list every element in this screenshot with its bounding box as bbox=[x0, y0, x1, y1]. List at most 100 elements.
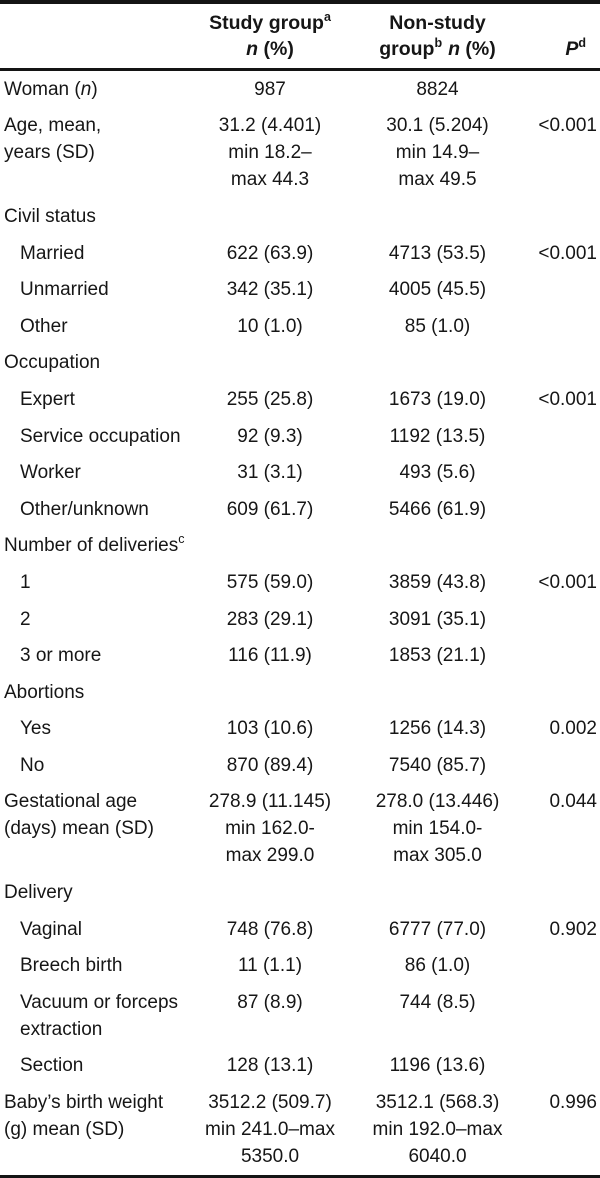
cell-line: 255 (25.8) bbox=[226, 388, 314, 410]
cell-line: 0.996 bbox=[549, 1092, 597, 1114]
cell-line: 7540 (85.7) bbox=[388, 754, 487, 776]
nonstudy-group-cell: 86 (1.0) bbox=[350, 947, 525, 984]
study-group-cell: 342 (35.1) bbox=[190, 271, 350, 308]
label-text: extraction bbox=[20, 1018, 103, 1040]
cell-line: 278.9 (11.145) bbox=[208, 791, 332, 813]
nonstudy-group-cell: 1196 (13.6) bbox=[350, 1048, 525, 1085]
label-text: 2 bbox=[20, 608, 31, 630]
cell-line: <0.001 bbox=[538, 115, 597, 137]
label-text: Married bbox=[20, 242, 85, 264]
cell-line: 4005 (45.5) bbox=[388, 279, 487, 301]
cell-line: 8824 bbox=[416, 78, 459, 100]
row-label-cell: 1 bbox=[0, 564, 190, 601]
study-group-cell: 116 (11.9) bbox=[190, 637, 350, 674]
p-value-cell: 0.902 bbox=[525, 911, 600, 948]
section-label-cell: Occupation bbox=[0, 345, 600, 382]
superscript: c bbox=[178, 532, 185, 546]
table-header: Study groupa n (%) Non-study groupb n (%) P… bbox=[0, 2, 600, 71]
section-row: Delivery bbox=[0, 874, 600, 911]
cell-line: 85 (1.0) bbox=[404, 315, 471, 337]
column-header-p-value: Pd bbox=[525, 2, 600, 71]
cell-line: min 162.0- bbox=[225, 818, 315, 840]
p-value-cell: <0.001 bbox=[525, 235, 600, 272]
row-label-cell: Other/unknown bbox=[0, 491, 190, 528]
table-row: Other/unknown 609 (61.7) 5466 (61.9) bbox=[0, 491, 600, 528]
label-text: Section bbox=[20, 1055, 84, 1077]
cell-line: 1853 (21.1) bbox=[388, 645, 487, 667]
study-group-cell: 870 (89.4) bbox=[190, 747, 350, 784]
cell-line: 31 (3.1) bbox=[237, 462, 303, 484]
p-value-cell: 0.002 bbox=[525, 711, 600, 748]
cell-line: 3512.2 (509.7) bbox=[208, 1092, 332, 1114]
cell-line: 870 (89.4) bbox=[226, 754, 314, 776]
study-group-cell: 748 (76.8) bbox=[190, 911, 350, 948]
study-group-cell: 92 (9.3) bbox=[190, 418, 350, 455]
column-header-study-group: Study groupa n (%) bbox=[190, 2, 350, 71]
cell-line: 92 (9.3) bbox=[237, 425, 303, 447]
row-label-cell: 2 bbox=[0, 601, 190, 638]
table-row: Worker 31 (3.1) 493 (5.6) bbox=[0, 454, 600, 491]
row-label-cell: Service occupation bbox=[0, 418, 190, 455]
nonstudy-group-cell: 3859 (43.8) bbox=[350, 564, 525, 601]
row-label-cell: No bbox=[0, 747, 190, 784]
p-value-cell bbox=[525, 947, 600, 984]
label-text: Delivery bbox=[4, 882, 73, 904]
cell-line: 342 (35.1) bbox=[226, 279, 314, 301]
row-label-cell: Vaginal bbox=[0, 911, 190, 948]
cell-line: 87 (8.9) bbox=[237, 991, 303, 1013]
p-value-cell bbox=[525, 418, 600, 455]
row-label-cell: Expert bbox=[0, 381, 190, 418]
study-group-cell: 3512.2 (509.7) min 241.0–max 5350.0 bbox=[190, 1084, 350, 1176]
table-row: Baby’s birth weight (g) mean (SD) 3512.2 (… bbox=[0, 1084, 600, 1176]
table-row: No 870 (89.4) 7540 (85.7) bbox=[0, 747, 600, 784]
section-label-cell: Abortions bbox=[0, 674, 600, 711]
p-value-cell bbox=[525, 747, 600, 784]
section-row: Civil status bbox=[0, 198, 600, 235]
label-text: Breech birth bbox=[20, 955, 123, 977]
cell-line: 103 (10.6) bbox=[226, 718, 314, 740]
label-text: Service occupation bbox=[20, 425, 181, 447]
study-group-cell: 622 (63.9) bbox=[190, 235, 350, 272]
cell-line: 278.0 (13.446) bbox=[375, 791, 500, 813]
cell-line: 86 (1.0) bbox=[404, 955, 471, 977]
p-value-cell: <0.001 bbox=[525, 381, 600, 418]
nonstudy-group-cell: 744 (8.5) bbox=[350, 984, 525, 1048]
cell-line: 1256 (14.3) bbox=[388, 718, 487, 740]
p-value-cell: 0.996 bbox=[525, 1084, 600, 1176]
section-label-cell: Delivery bbox=[0, 874, 600, 911]
label-text: Other/unknown bbox=[20, 498, 149, 520]
cell-line: 5466 (61.9) bbox=[388, 498, 487, 520]
label-text: Expert bbox=[20, 388, 75, 410]
nonstudy-group-cell: 6777 (77.0) bbox=[350, 911, 525, 948]
label-text: (days) mean (SD) bbox=[4, 818, 154, 840]
label-text: Number of deliveries bbox=[4, 535, 179, 557]
cell-line: 1196 (13.6) bbox=[389, 1055, 486, 1077]
label-text: Age, mean, bbox=[4, 115, 102, 137]
cell-line: 116 (11.9) bbox=[228, 645, 312, 667]
p-value-cell bbox=[525, 984, 600, 1048]
header-nonstudy-pct: (%) bbox=[460, 38, 496, 60]
italic-text: n bbox=[80, 78, 92, 100]
column-header-nonstudy-group: Non-study groupb n (%) bbox=[350, 2, 525, 71]
study-group-cell: 283 (29.1) bbox=[190, 601, 350, 638]
cell-line: 1673 (19.0) bbox=[388, 388, 487, 410]
table-row: Vacuum or forceps extraction 87 (8.9) 744 (… bbox=[0, 984, 600, 1048]
row-label-cell: Vacuum or forceps extraction bbox=[0, 984, 190, 1048]
nonstudy-group-cell: 1673 (19.0) bbox=[350, 381, 525, 418]
cell-line: 0.044 bbox=[549, 791, 597, 813]
header-nonstudy-line1: Non-study bbox=[389, 12, 486, 34]
p-value-cell bbox=[525, 1048, 600, 1085]
table-row: 2 283 (29.1) 3091 (35.1) bbox=[0, 601, 600, 638]
nonstudy-group-cell: 3512.1 (568.3) min 192.0–max 6040.0 bbox=[350, 1084, 525, 1176]
label-text: Baby’s birth weight bbox=[4, 1092, 164, 1114]
row-label-cell: Worker bbox=[0, 454, 190, 491]
cell-line: 283 (29.1) bbox=[226, 608, 314, 630]
p-value-cell bbox=[525, 308, 600, 345]
footnote-marker-d: d bbox=[578, 35, 586, 50]
cell-line: 11 (1.1) bbox=[237, 955, 303, 977]
cell-line: <0.001 bbox=[538, 571, 597, 593]
label-text: Yes bbox=[20, 718, 51, 740]
p-value-cell: 0.044 bbox=[525, 784, 600, 875]
cell-line: max 49.5 bbox=[398, 169, 477, 191]
